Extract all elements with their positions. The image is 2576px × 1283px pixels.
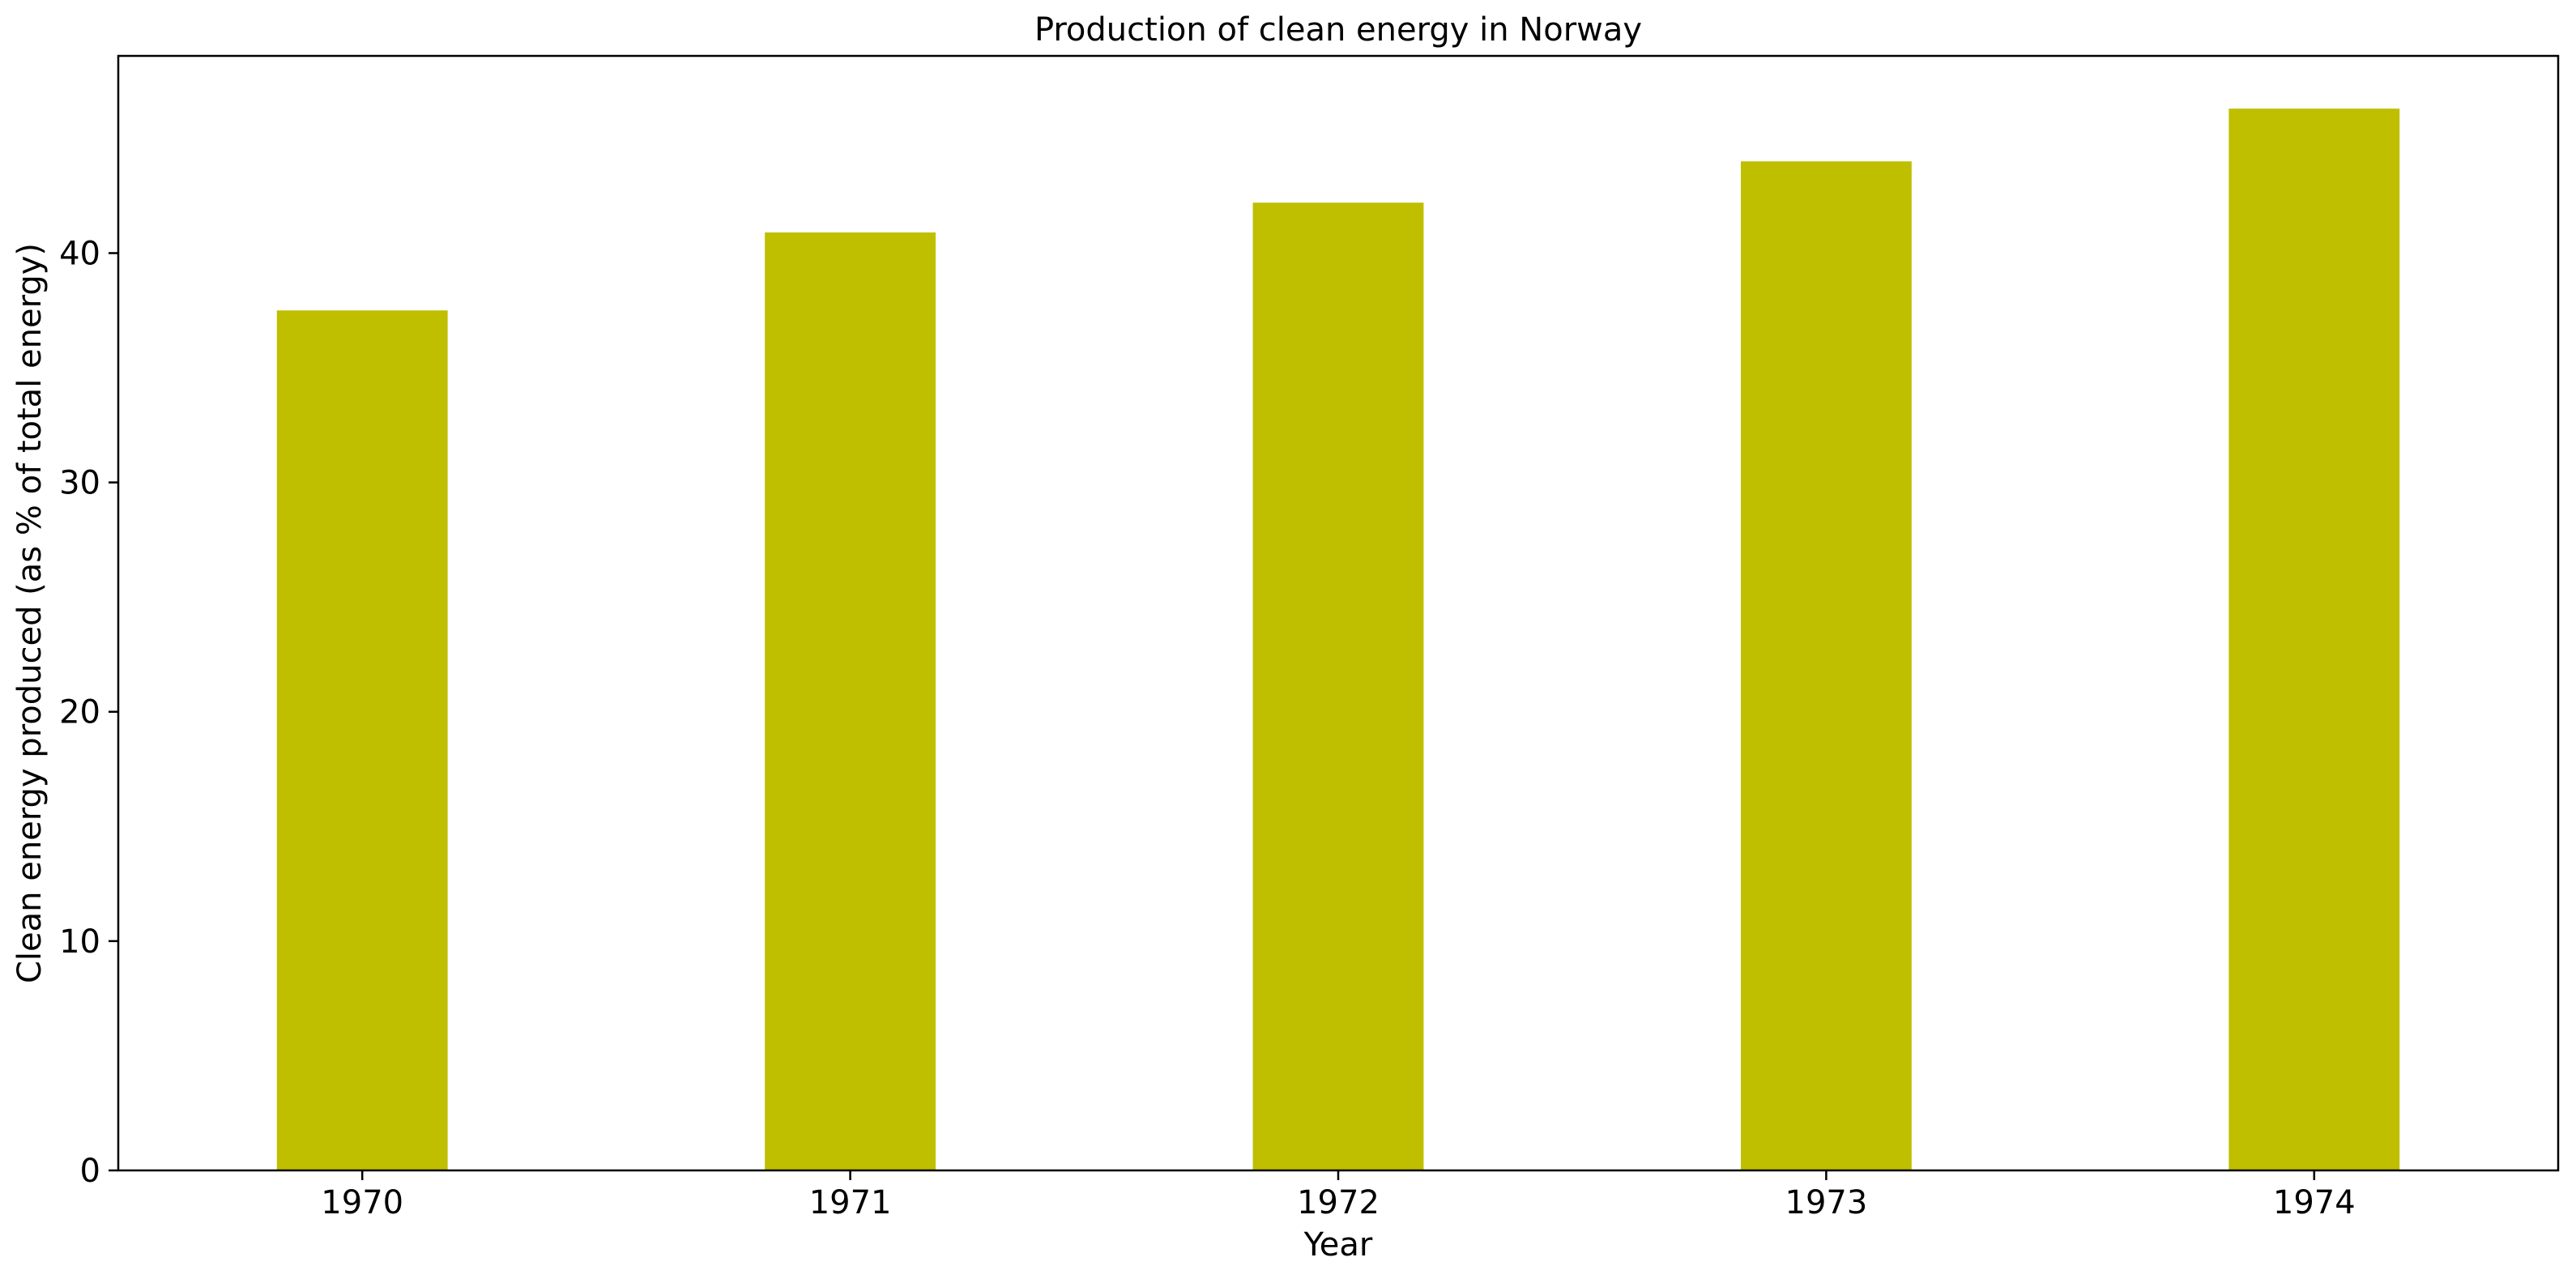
bar-1974 xyxy=(2228,109,2400,1170)
bar-1973 xyxy=(1740,161,1912,1171)
x-tick-label: 1970 xyxy=(321,1184,403,1221)
x-tick-label: 1971 xyxy=(809,1184,892,1221)
bar-1971 xyxy=(765,232,936,1170)
y-tick-label: 30 xyxy=(59,465,100,502)
x-ticks-group: 1970 1971 1972 1973 1974 xyxy=(321,1170,2356,1221)
x-tick-label: 1974 xyxy=(2273,1184,2356,1221)
y-tick-label: 40 xyxy=(59,235,100,272)
y-ticks-group: 0 10 20 30 40 xyxy=(59,235,118,1190)
bars-group xyxy=(276,109,2400,1171)
x-tick-label: 1973 xyxy=(1785,1184,1868,1221)
plot-frame xyxy=(117,54,2560,1172)
bar-1970 xyxy=(276,310,448,1170)
bar-1972 xyxy=(1252,202,1424,1170)
x-axis-label: Year xyxy=(1303,1226,1373,1264)
y-tick-label: 10 xyxy=(59,923,100,961)
y-tick-label: 20 xyxy=(59,694,100,731)
y-tick-label: 0 xyxy=(80,1153,100,1190)
x-tick-label: 1972 xyxy=(1297,1184,1380,1221)
y-axis-label: Clean energy produced (as % of total ene… xyxy=(11,243,49,983)
chart-title: Production of clean energy in Norway xyxy=(1034,11,1642,49)
